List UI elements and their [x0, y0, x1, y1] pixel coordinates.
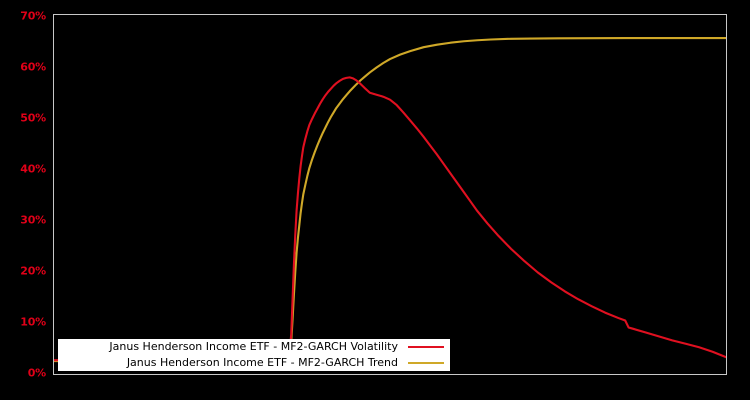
legend-item-trend: Janus Henderson Income ETF - MF2-GARCH T… — [58, 355, 450, 371]
y-tick-label: 10% — [20, 315, 46, 329]
legend-item-volatility: Janus Henderson Income ETF - MF2-GARCH V… — [58, 339, 450, 355]
series-group — [54, 38, 726, 361]
series-line-volatility — [54, 77, 726, 360]
legend-label-trend: Janus Henderson Income ETF - MF2-GARCH T… — [126, 356, 398, 369]
y-tick-label: 20% — [20, 264, 46, 278]
chart-plot-svg — [54, 15, 726, 374]
y-tick-label: 40% — [20, 162, 46, 176]
plot-area — [53, 14, 727, 375]
y-axis: 70% 60% 50% 40% 30% 20% 10% 0% — [0, 0, 53, 400]
chart-legend: Janus Henderson Income ETF - MF2-GARCH V… — [58, 339, 450, 371]
y-tick-label: 60% — [20, 60, 46, 74]
y-tick-label: 0% — [27, 366, 46, 380]
series-line-trend — [54, 38, 726, 361]
y-tick-label: 70% — [20, 9, 46, 23]
y-tick-label: 50% — [20, 111, 46, 125]
legend-label-volatility: Janus Henderson Income ETF - MF2-GARCH V… — [109, 340, 398, 353]
legend-swatch-volatility — [408, 346, 444, 348]
legend-swatch-trend — [408, 362, 444, 364]
y-tick-label: 30% — [20, 213, 46, 227]
